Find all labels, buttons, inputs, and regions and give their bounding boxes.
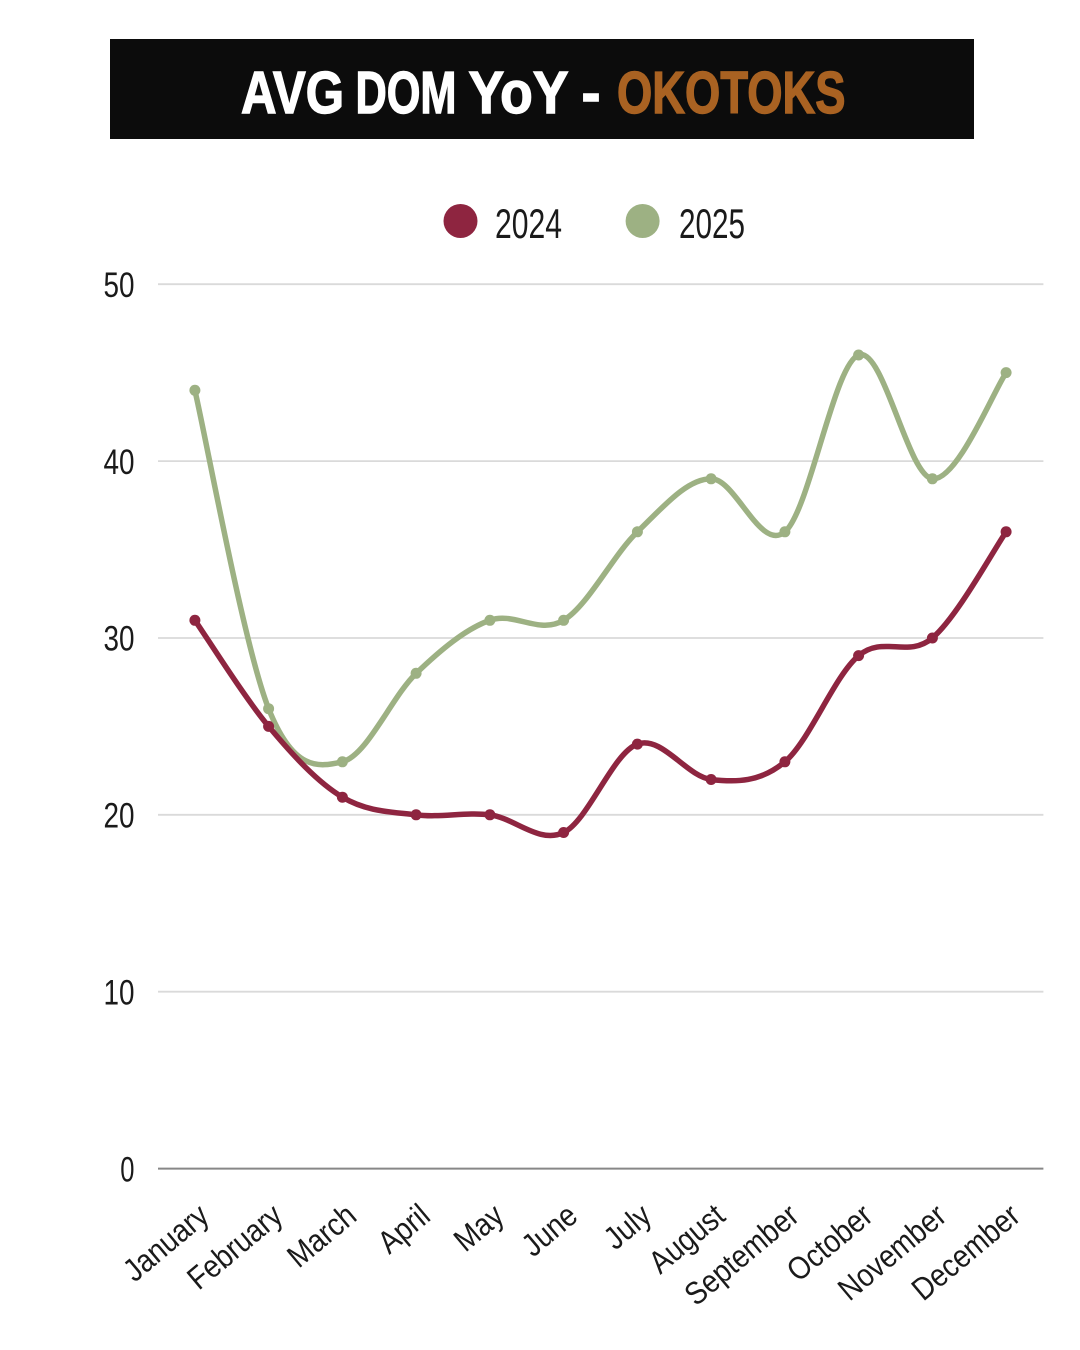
svg-text:30: 30 xyxy=(104,620,135,659)
svg-text:YoY: YoY xyxy=(469,60,569,126)
svg-text:2025: 2025 xyxy=(679,200,745,247)
svg-text:0: 0 xyxy=(120,1150,134,1189)
svg-text:10: 10 xyxy=(104,973,135,1012)
svg-text:50: 50 xyxy=(104,266,135,305)
svg-text:20: 20 xyxy=(104,797,135,836)
svg-text:2024: 2024 xyxy=(495,200,562,247)
svg-text:OKOTOKS: OKOTOKS xyxy=(617,60,846,126)
svg-text:-: - xyxy=(582,60,601,126)
svg-text:AVG: AVG xyxy=(241,60,344,126)
svg-text:DOM: DOM xyxy=(356,60,457,126)
svg-text:40: 40 xyxy=(104,443,135,482)
